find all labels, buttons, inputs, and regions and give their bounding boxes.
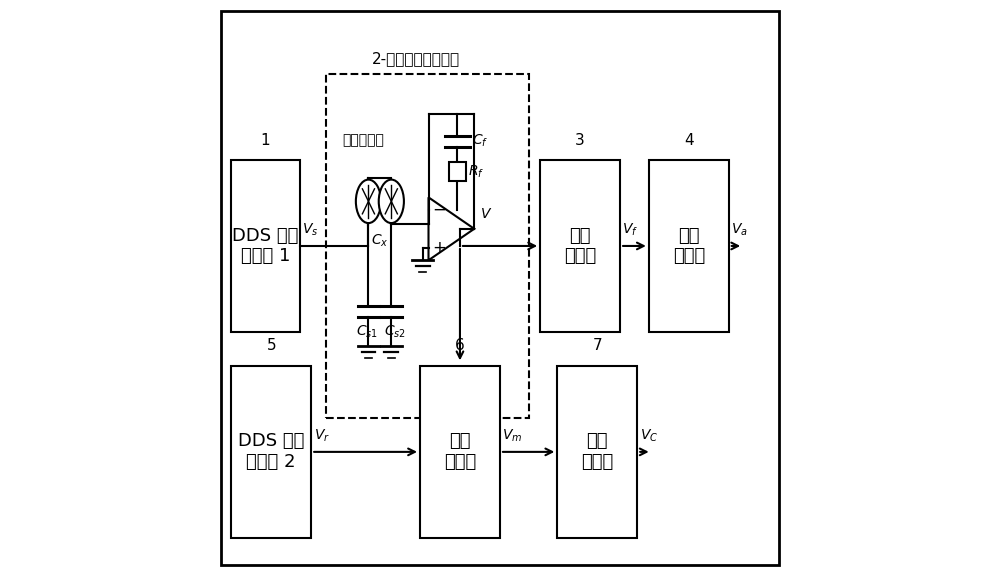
Text: 5: 5 (266, 339, 276, 353)
Text: $V_a$: $V_a$ (731, 221, 748, 238)
Text: $V$: $V$ (480, 207, 492, 221)
Text: $C_{s2}$: $C_{s2}$ (384, 323, 406, 340)
Text: DDS 信号
发生器 1: DDS 信号 发生器 1 (232, 227, 299, 265)
Text: 模拟
乘法器: 模拟 乘法器 (444, 432, 476, 471)
Ellipse shape (379, 180, 404, 223)
FancyBboxPatch shape (231, 160, 300, 332)
Text: 低通
滤波器: 低通 滤波器 (581, 432, 613, 471)
FancyBboxPatch shape (420, 366, 500, 538)
Text: 电容传感器: 电容传感器 (343, 133, 385, 147)
Text: 信号
放大器: 信号 放大器 (673, 227, 705, 265)
Text: $C_{s1}$: $C_{s1}$ (356, 323, 378, 340)
Text: DDS 信号
发生器 2: DDS 信号 发生器 2 (238, 432, 304, 471)
Text: $R_f$: $R_f$ (468, 164, 484, 180)
FancyBboxPatch shape (231, 366, 311, 538)
Text: 6: 6 (455, 339, 465, 353)
Text: $V_m$: $V_m$ (502, 427, 523, 444)
Text: 7: 7 (592, 339, 602, 353)
Text: −: − (432, 201, 446, 219)
Text: 3: 3 (575, 133, 585, 148)
Text: 1: 1 (261, 133, 270, 148)
Text: $C_f$: $C_f$ (472, 133, 488, 149)
FancyBboxPatch shape (557, 366, 637, 538)
Text: $V_C$: $V_C$ (640, 427, 658, 444)
Text: $C_x$: $C_x$ (371, 233, 389, 249)
FancyBboxPatch shape (649, 160, 729, 332)
Ellipse shape (356, 180, 381, 223)
Text: $V_f$: $V_f$ (622, 221, 639, 238)
Text: +: + (432, 239, 446, 257)
Text: 2-电容电压转换模块: 2-电容电压转换模块 (372, 51, 460, 66)
Text: $V_r$: $V_r$ (314, 427, 330, 444)
FancyBboxPatch shape (449, 162, 466, 181)
Text: 4: 4 (684, 133, 694, 148)
FancyBboxPatch shape (540, 160, 620, 332)
Text: 带通
滤波器: 带通 滤波器 (564, 227, 596, 265)
Text: $V_s$: $V_s$ (302, 221, 318, 238)
